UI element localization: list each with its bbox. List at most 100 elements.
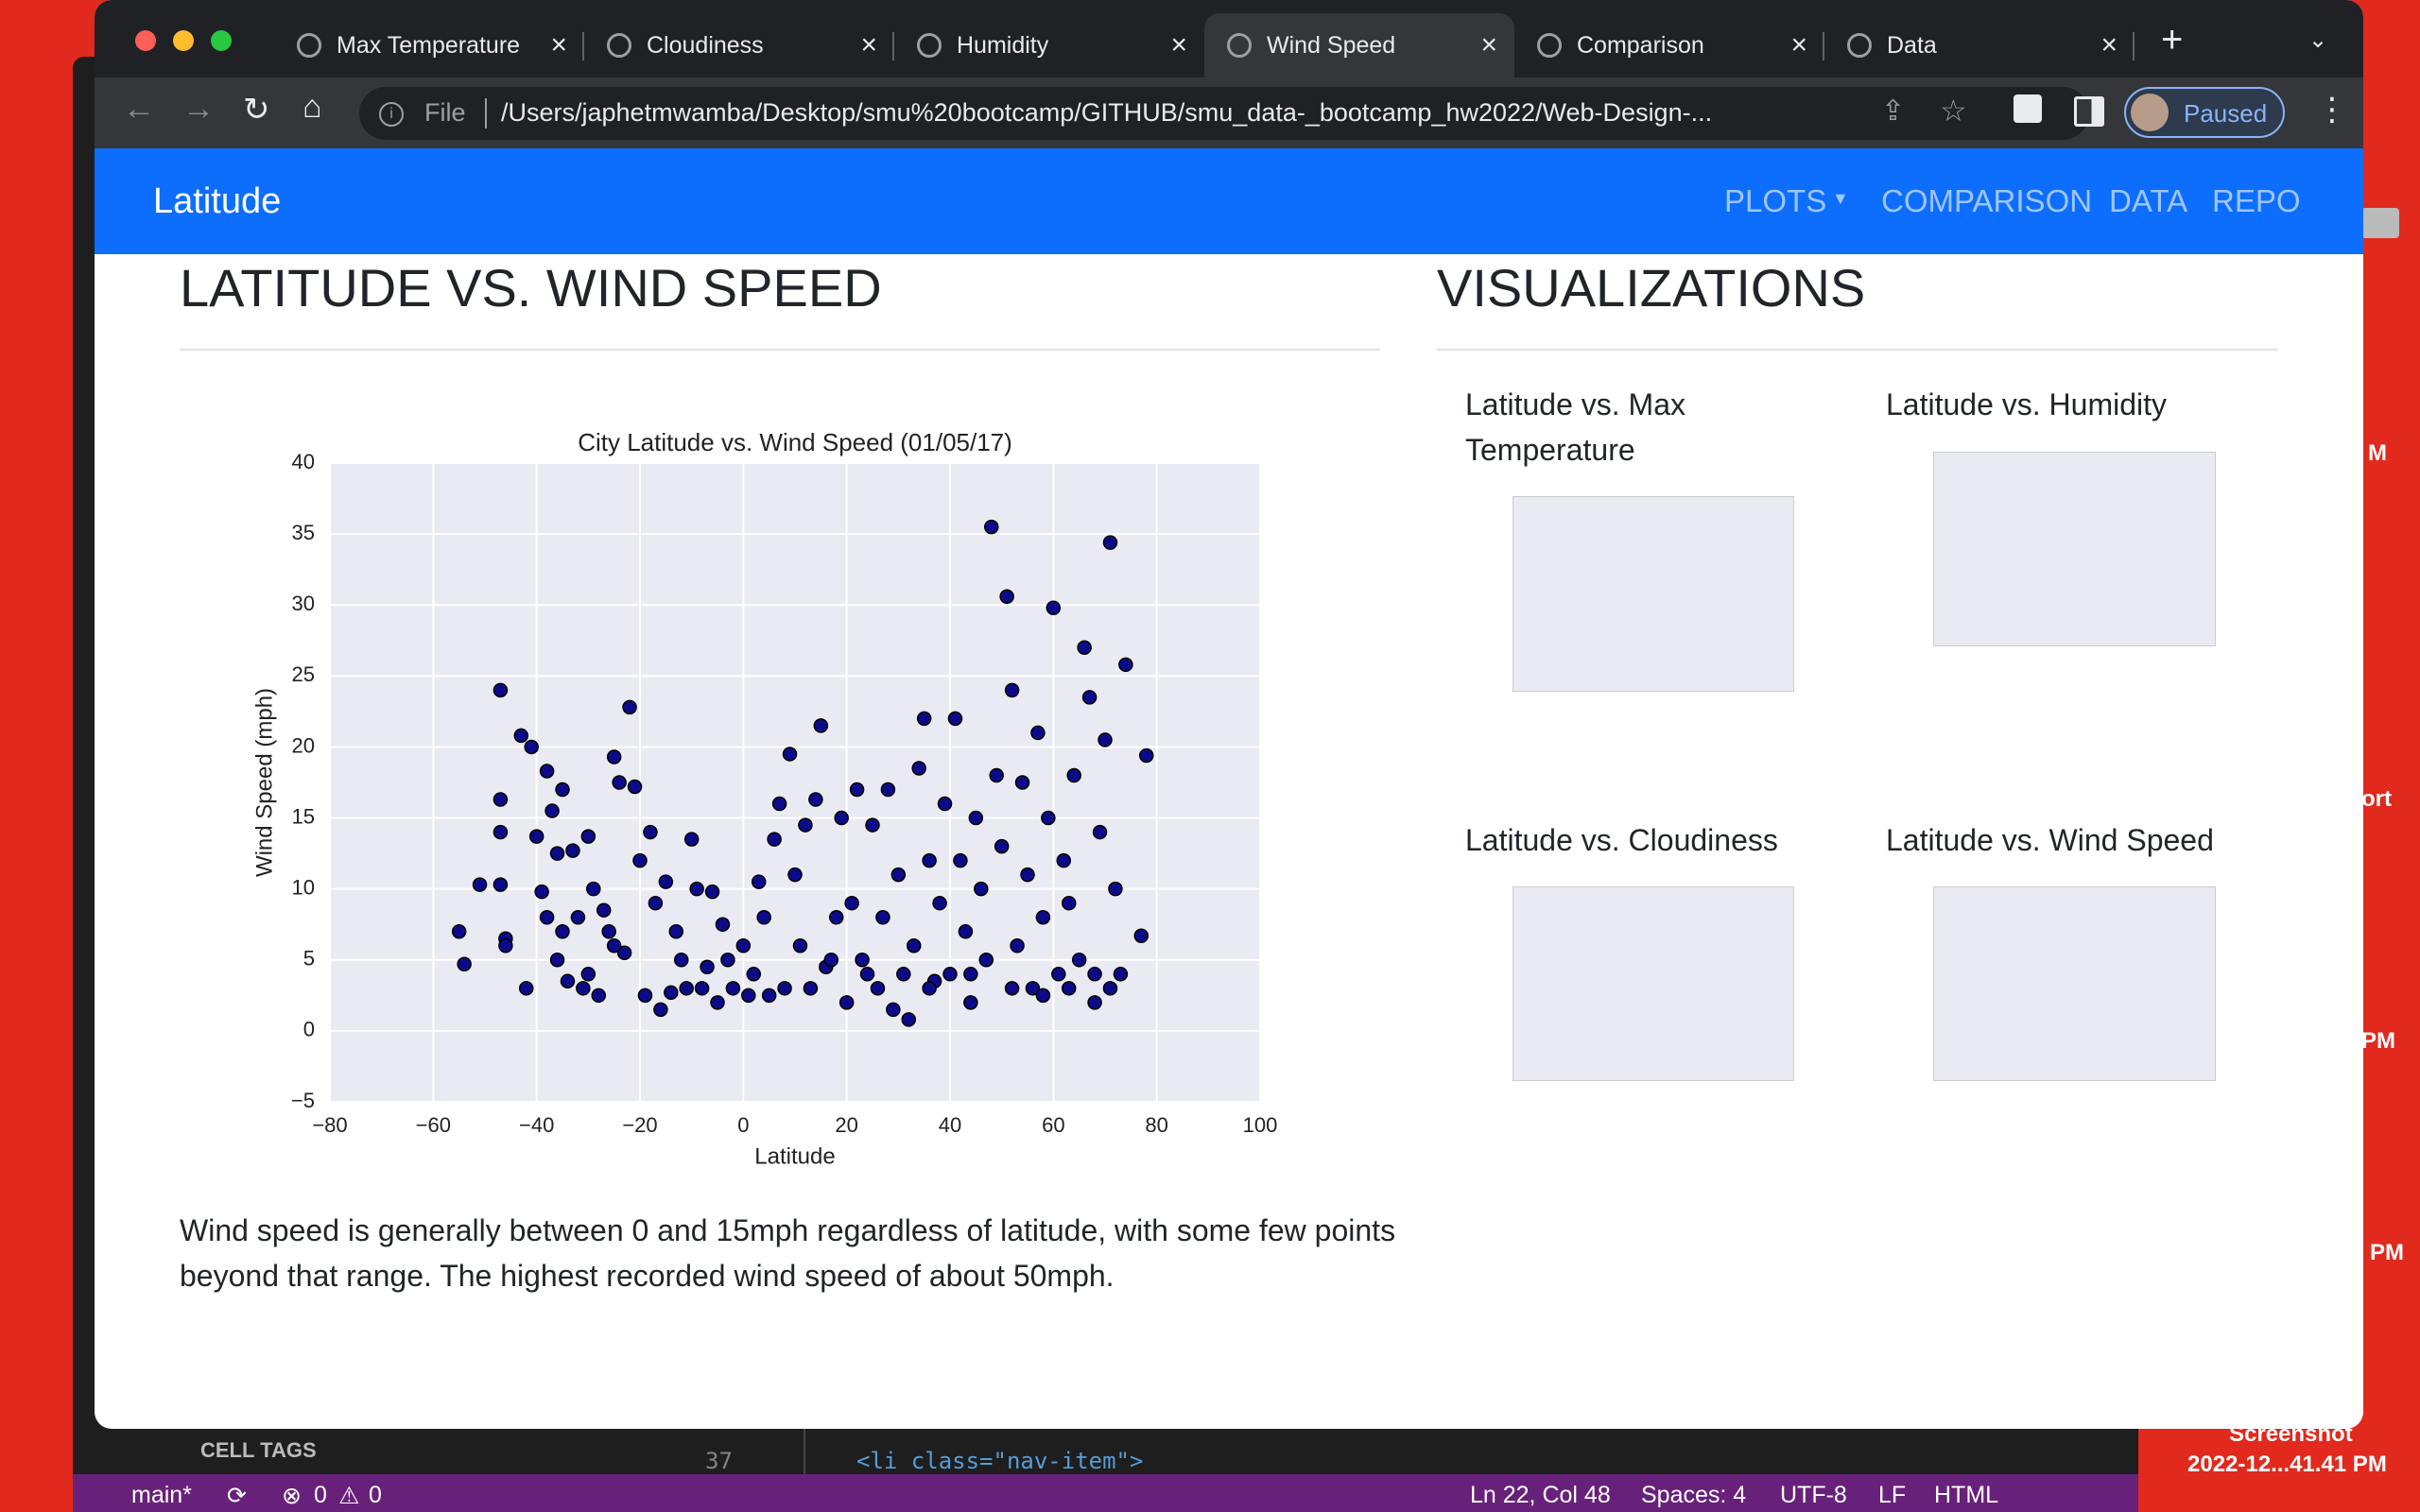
scatter-point bbox=[963, 995, 978, 1010]
problems-icon[interactable]: ⊗ bbox=[282, 1483, 302, 1509]
minimize-button[interactable] bbox=[173, 30, 194, 51]
scatter-point bbox=[565, 843, 580, 858]
scatter-point bbox=[922, 981, 937, 996]
x-tick-label: 100 bbox=[1243, 1113, 1278, 1137]
file-date[interactable]: 2022-12...41.41 PM bbox=[2187, 1452, 2387, 1477]
profile-avatar bbox=[2131, 94, 2169, 131]
tab-close[interactable]: × bbox=[2100, 29, 2118, 60]
y-tick-label: 0 bbox=[303, 1018, 315, 1041]
forward-button[interactable]: → bbox=[182, 91, 215, 127]
extensions-button[interactable] bbox=[2014, 94, 2042, 123]
scatter-point bbox=[741, 988, 756, 1004]
address-bar[interactable] bbox=[359, 87, 2089, 140]
editor-line-number: 37 bbox=[705, 1448, 733, 1474]
nav-link[interactable]: PLOTS bbox=[1724, 183, 1827, 218]
thumbnail-image[interactable] bbox=[1933, 452, 2216, 646]
scatter-point bbox=[580, 967, 596, 982]
browser-tab[interactable]: Comparison × bbox=[1514, 13, 1824, 77]
tab-close[interactable]: × bbox=[1170, 29, 1187, 60]
scatter-point bbox=[896, 967, 911, 982]
new-tab-button[interactable]: + bbox=[2161, 19, 2184, 60]
back-button[interactable]: ← bbox=[123, 91, 155, 127]
tab-title: Wind Speed bbox=[1267, 32, 1396, 59]
reload-button[interactable]: ↻ bbox=[243, 92, 270, 128]
scatter-point bbox=[875, 909, 890, 925]
scatter-point bbox=[735, 938, 752, 954]
close-button[interactable] bbox=[135, 30, 156, 51]
zoom-button[interactable] bbox=[211, 30, 232, 51]
plot-area bbox=[330, 463, 1260, 1102]
thumbnail-image[interactable] bbox=[1512, 886, 1794, 1081]
warnings-icon[interactable]: ⚠ bbox=[338, 1483, 360, 1509]
scatter-point bbox=[1004, 682, 1020, 698]
tab-close[interactable]: × bbox=[1480, 29, 1497, 60]
share-button[interactable]: ⇪ bbox=[1881, 95, 1906, 127]
scatter-point bbox=[1118, 657, 1133, 673]
scatter-point bbox=[844, 895, 859, 911]
warnings-count[interactable]: 0 bbox=[369, 1482, 382, 1508]
sync-icon[interactable]: ⟳ bbox=[227, 1483, 247, 1509]
indentation[interactable]: Spaces: 4 bbox=[1641, 1482, 1747, 1508]
scatter-point bbox=[493, 824, 509, 840]
nav-link[interactable]: DATA bbox=[2109, 183, 2188, 218]
tab-close[interactable]: × bbox=[1790, 29, 1807, 60]
nav-link[interactable]: COMPARISON bbox=[1881, 183, 2093, 218]
nav-link[interactable]: REPO bbox=[2212, 183, 2301, 218]
browser-tab[interactable]: Wind Speed × bbox=[1204, 13, 1514, 77]
tab-favicon bbox=[1847, 33, 1872, 58]
navbar-brand[interactable]: Latitude bbox=[153, 181, 282, 221]
browser-tab[interactable]: Humidity × bbox=[894, 13, 1204, 77]
tab-close[interactable]: × bbox=[860, 29, 877, 60]
sidebar-heading: VISUALIZATIONS bbox=[1437, 258, 1866, 318]
scatter-point bbox=[606, 938, 622, 954]
dropdown-caret[interactable]: ▼ bbox=[1832, 189, 1849, 208]
tab-close[interactable]: × bbox=[550, 29, 567, 60]
tab-title: Humidity bbox=[957, 32, 1049, 59]
url-text[interactable]: /Users/japhetmwamba/Desktop/smu%20bootca… bbox=[501, 98, 1713, 127]
tab-title: Data bbox=[1887, 32, 1937, 59]
x-tick-label: 60 bbox=[1042, 1113, 1064, 1137]
scatter-point bbox=[689, 881, 704, 897]
scatter-point bbox=[1046, 600, 1062, 615]
y-tick-label: 30 bbox=[292, 592, 315, 615]
scatter-point bbox=[870, 981, 886, 996]
scatter-point bbox=[771, 796, 787, 812]
tab-search-button[interactable]: ⌄ bbox=[2308, 27, 2328, 53]
scatter-point bbox=[616, 945, 632, 961]
scatter-point bbox=[528, 829, 544, 844]
menu-button[interactable]: ⋮ bbox=[2316, 92, 2348, 128]
cursor-position[interactable]: Ln 22, Col 48 bbox=[1470, 1482, 1611, 1508]
scatter-point bbox=[1025, 981, 1041, 996]
scatter-point bbox=[1061, 895, 1077, 911]
browser-tab[interactable]: Data × bbox=[1824, 13, 2135, 77]
browser-tab[interactable]: Max Temperature × bbox=[274, 13, 584, 77]
chart-title: City Latitude vs. Wind Speed (01/05/17) bbox=[578, 428, 1012, 456]
thumbnail-image[interactable] bbox=[1512, 496, 1794, 692]
x-tick-label: 80 bbox=[1145, 1113, 1167, 1137]
scatter-point bbox=[725, 981, 741, 996]
scatter-point bbox=[916, 711, 932, 727]
thumbnail-image[interactable] bbox=[1933, 886, 2216, 1081]
language-mode[interactable]: HTML bbox=[1934, 1482, 1999, 1508]
x-tick-label: −20 bbox=[622, 1113, 657, 1137]
browser-tab[interactable]: Cloudiness × bbox=[584, 13, 894, 77]
x-axis-label: Latitude bbox=[754, 1143, 835, 1169]
site-info-icon[interactable]: i bbox=[379, 102, 404, 127]
line-ending[interactable]: LF bbox=[1878, 1482, 1907, 1508]
home-button[interactable]: ⌂ bbox=[302, 89, 322, 125]
scatter-point bbox=[751, 874, 767, 889]
errors-count[interactable]: 0 bbox=[314, 1482, 327, 1508]
scatter-point bbox=[911, 761, 926, 776]
editor-divider bbox=[804, 1429, 805, 1474]
side-panel-button[interactable] bbox=[2074, 96, 2104, 127]
scatter-point bbox=[1102, 535, 1118, 550]
bookmark-button[interactable]: ☆ bbox=[1940, 94, 1967, 128]
encoding[interactable]: UTF-8 bbox=[1780, 1482, 1847, 1508]
scatter-point bbox=[586, 881, 601, 897]
scatter-point bbox=[591, 988, 607, 1004]
scatter-point bbox=[549, 846, 565, 861]
scatter-point bbox=[787, 867, 803, 883]
branch[interactable]: main* bbox=[131, 1482, 192, 1508]
scatter-point bbox=[828, 909, 844, 925]
